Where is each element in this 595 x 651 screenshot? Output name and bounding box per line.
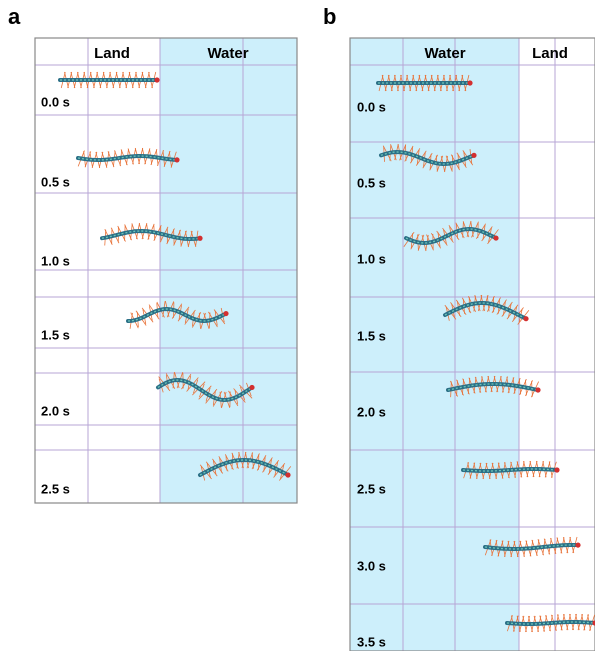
time-label: 1.0 s [41,253,70,268]
robot [507,614,595,632]
panel-label: a [8,4,21,29]
time-label: 1.0 s [357,251,386,266]
head [493,235,498,240]
head [554,467,559,472]
time-label: 0.0 s [357,99,386,114]
robot [60,72,160,88]
head [249,385,254,390]
region-label: Land [532,45,568,62]
time-label: 2.0 s [41,403,70,418]
time-label: 3.0 s [357,558,386,573]
head [523,316,528,321]
body [463,469,557,471]
time-label: 0.5 s [41,174,70,189]
head [154,77,159,82]
time-label: 2.5 s [41,481,70,496]
head [285,472,290,477]
head [535,387,540,392]
region-label: Water [424,45,465,62]
time-label: 3.5 s [357,634,386,649]
time-label: 1.5 s [357,328,386,343]
time-label: 2.5 s [357,481,386,496]
time-label: 1.5 s [41,327,70,342]
head [471,153,476,158]
head [223,311,228,316]
region-label: Water [207,45,248,62]
head [575,542,580,547]
head [467,80,472,85]
page: {"panels": [ {"label": "a", "regions": [… [0,0,595,651]
panel-label: b [323,4,336,29]
region-label: Land [94,45,130,62]
time-label: 0.0 s [41,94,70,109]
time-label: 2.0 s [357,404,386,419]
head [197,236,202,241]
head [174,157,179,162]
figure: a Land Water 0.0 s 0.5 s 1.0 s 1.5 s 2.0 s 2.5 s… [0,0,595,651]
time-label: 0.5 s [357,175,386,190]
